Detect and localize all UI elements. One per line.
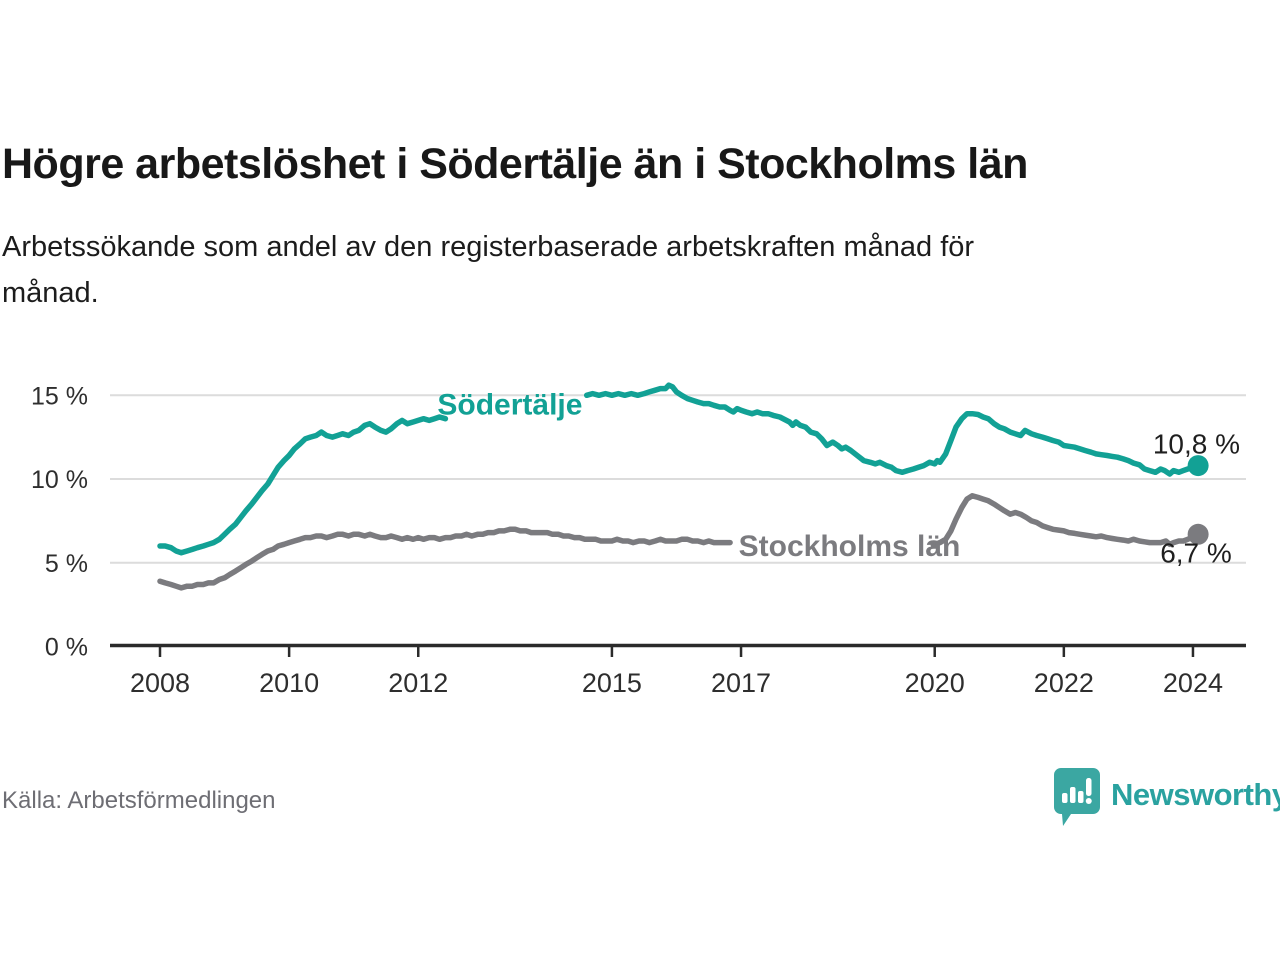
bar-chart-glyph (1062, 778, 1092, 804)
end-value-label-sodertalje: 10,8 % (1153, 429, 1240, 460)
x-axis-label-2010: 2010 (259, 668, 319, 698)
series-line-sodertalje-1 (157, 414, 449, 556)
y-axis-label-5: 5 % (45, 550, 88, 578)
newsworthy-logo: Newsworthy (1053, 766, 1280, 828)
series-line-stockholms-lan-2 (930, 493, 1201, 548)
speech-bubble-shape (1054, 768, 1100, 826)
source-note: Källa: Arbetsförmedlingen (2, 787, 276, 814)
chart-subtitle: Arbetssökande som andel av den registerb… (2, 224, 1222, 316)
x-axis-label-2017: 2017 (711, 668, 771, 698)
y-axis-label-10: 10 % (31, 466, 88, 494)
newsworthy-logo-icon (1054, 768, 1100, 826)
exclamation-dot (1085, 798, 1092, 804)
y-axis-label-0: 0 % (45, 634, 88, 662)
series-line-sodertalje-2 (583, 382, 1201, 477)
x-axis-label-2020: 2020 (905, 668, 965, 698)
end-dot-sodertalje (1187, 455, 1209, 477)
series-line-stockholms-lan-1 (157, 526, 733, 591)
x-axis-label-2012: 2012 (388, 668, 448, 698)
series-label-stockholms-lan: Stockholms län (739, 530, 961, 563)
series-label-sodertalje: Södertälje (437, 388, 582, 421)
y-axis-label-15: 15 % (31, 382, 88, 410)
exclamation-bar (1086, 778, 1092, 796)
end-dot-stockholms-lan (1187, 523, 1209, 545)
x-axis-label-2022: 2022 (1034, 668, 1094, 698)
x-axis-label-2008: 2008 (130, 668, 190, 698)
x-axis-label-2024: 2024 (1163, 668, 1223, 698)
page-title: Högre arbetslöshet i Södertälje än i Sto… (2, 140, 1028, 188)
end-value-label-stockholms-lan: 6,7 % (1160, 537, 1232, 568)
subtitle-line-1: Arbetssökande som andel av den registerb… (2, 231, 975, 263)
newsworthy-wordmark: Newsworthy (1111, 777, 1280, 812)
subtitle-line-2: månad. (2, 277, 99, 309)
x-axis-label-2015: 2015 (582, 668, 642, 698)
